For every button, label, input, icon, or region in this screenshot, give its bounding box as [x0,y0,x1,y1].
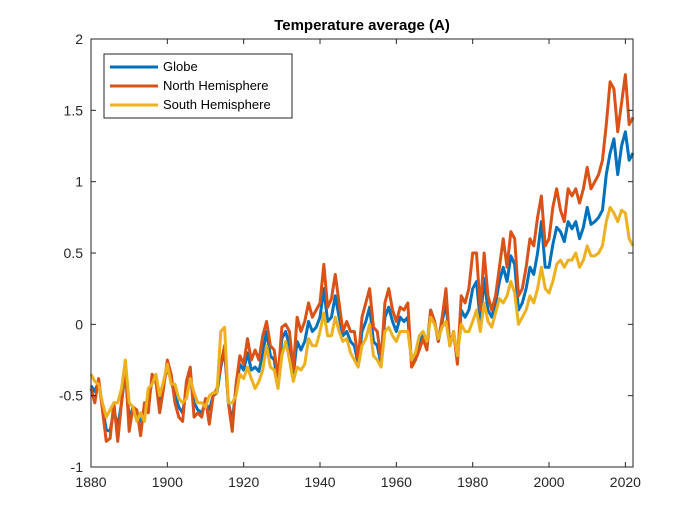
x-axis-ticks: 1880 1900 1920 1940 1960 1980 2000 2020 [75,39,641,490]
x-tick-label: 2000 [533,474,564,490]
x-tick-label: 1900 [152,474,183,490]
legend-label-north-hemisphere: North Hemisphere [163,78,269,93]
x-tick-label: 1960 [381,474,412,490]
y-tick-label: 0 [75,316,83,332]
x-tick-label: 1920 [228,474,259,490]
legend-label-south-hemisphere: South Hemisphere [163,97,271,112]
x-tick-label: 2020 [610,474,641,490]
x-tick-label: 1880 [75,474,106,490]
legend: Globe North Hemisphere South Hemisphere [103,53,293,119]
x-tick-label: 1980 [457,474,488,490]
y-tick-label: -1 [71,459,84,475]
x-tick-label: 1940 [304,474,335,490]
y-axis-ticks: -1 -0.5 0 0.5 1 1.5 2 [59,31,633,475]
series-layer [89,73,635,443]
series-line-north-hemisphere [89,73,635,443]
series-line-south-hemisphere [89,205,635,423]
chart-title: Temperature average (A) [274,17,450,34]
y-tick-label: -0.5 [59,388,83,404]
y-tick-label: 1 [75,174,83,190]
y-tick-label: 1.5 [64,102,84,118]
y-tick-label: 2 [75,31,83,47]
legend-label-globe: Globe [163,59,198,74]
y-tick-label: 0.5 [64,245,84,261]
